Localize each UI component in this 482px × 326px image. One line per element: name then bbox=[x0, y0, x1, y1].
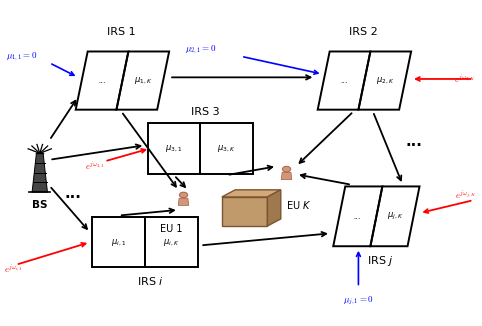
Bar bbox=[222, 197, 268, 226]
Text: IRS 1: IRS 1 bbox=[107, 27, 135, 37]
Text: BS: BS bbox=[32, 200, 48, 210]
Polygon shape bbox=[281, 172, 292, 180]
Text: IRS 3: IRS 3 bbox=[191, 107, 219, 117]
Polygon shape bbox=[32, 153, 47, 192]
Text: $\mu_{2,1} = 0$: $\mu_{2,1} = 0$ bbox=[185, 43, 216, 56]
Text: $e^{j\omega_{3,1}}$: $e^{j\omega_{3,1}}$ bbox=[85, 160, 105, 173]
Polygon shape bbox=[178, 198, 189, 205]
Text: IRS $j$: IRS $j$ bbox=[367, 254, 393, 268]
Text: $\mu_{3,1}$: $\mu_{3,1}$ bbox=[165, 143, 183, 154]
Text: IRS $i$: IRS $i$ bbox=[137, 275, 163, 287]
Text: $e^{j\omega_{j,K}}$: $e^{j\omega_{j,K}}$ bbox=[455, 189, 476, 202]
Bar bbox=[201, 124, 253, 173]
Text: ...: ... bbox=[98, 76, 106, 85]
Text: ...: ... bbox=[405, 135, 422, 150]
Text: EU $K$: EU $K$ bbox=[286, 199, 311, 211]
Text: $\mu_{i,1}$: $\mu_{i,1}$ bbox=[111, 237, 126, 247]
Circle shape bbox=[282, 166, 291, 172]
Bar bbox=[147, 124, 201, 173]
Bar bbox=[145, 217, 198, 267]
Text: $\mu_{3,K}$: $\mu_{3,K}$ bbox=[217, 143, 236, 154]
Bar bbox=[93, 217, 145, 267]
Text: $\mu_{1,K}$: $\mu_{1,K}$ bbox=[134, 75, 152, 86]
Text: ...: ... bbox=[340, 76, 348, 85]
Polygon shape bbox=[268, 190, 281, 226]
Text: $\mu_{i,K}$: $\mu_{i,K}$ bbox=[163, 237, 180, 247]
Text: ...: ... bbox=[354, 212, 362, 221]
Text: IRS 2: IRS 2 bbox=[349, 27, 377, 37]
Text: ...: ... bbox=[65, 186, 82, 201]
Circle shape bbox=[179, 192, 187, 198]
Text: $\mu_{1,1} = 0$: $\mu_{1,1} = 0$ bbox=[6, 50, 38, 63]
Polygon shape bbox=[222, 190, 281, 197]
Text: EU 1: EU 1 bbox=[161, 224, 183, 234]
Text: $e^{j\omega_{i,1}}$: $e^{j\omega_{i,1}}$ bbox=[4, 263, 23, 276]
Text: $\mu_{2,K}$: $\mu_{2,K}$ bbox=[375, 75, 394, 86]
Text: $\mu_{j,K}$: $\mu_{j,K}$ bbox=[387, 211, 403, 222]
Text: $e^{j\omega_{2,K}}$: $e^{j\omega_{2,K}}$ bbox=[455, 72, 476, 86]
Text: $\mu_{j,1} = 0$: $\mu_{j,1} = 0$ bbox=[343, 294, 374, 307]
